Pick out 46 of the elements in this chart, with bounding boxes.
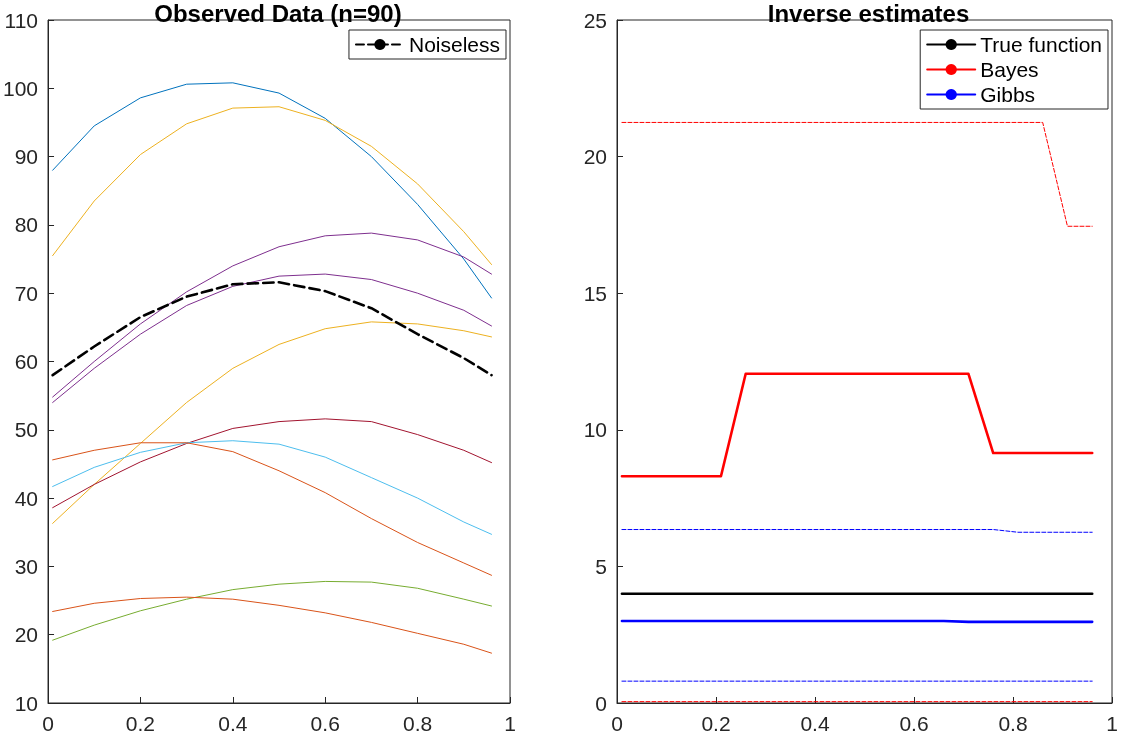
x-tick-label: 1	[1106, 712, 1118, 735]
y-tick-label: 20	[583, 145, 607, 169]
x-tick-label: 0.2	[125, 712, 156, 735]
x-tick-label: 0.8	[403, 712, 433, 735]
legend-label: Bayes	[980, 58, 1039, 81]
y-tick-label: 100	[2, 76, 39, 100]
y-tick-label: 110	[4, 8, 39, 32]
line-series	[52, 442, 493, 576]
chart-title: Inverse estimates	[767, 0, 970, 27]
y-tick-label: 15	[583, 281, 607, 305]
line-series	[52, 82, 493, 299]
line-series	[52, 106, 493, 266]
line-series	[52, 321, 493, 524]
x-tick-label: 0.4	[218, 712, 248, 735]
y-tick-label: 40	[14, 486, 39, 510]
legend-label: Gibbs	[980, 83, 1036, 106]
y-tick-label: 10	[14, 691, 39, 715]
line-series	[52, 273, 493, 403]
line-series	[51, 280, 493, 377]
x-tick-label: 0.2	[701, 712, 731, 735]
x-tick-label: 0.6	[310, 712, 340, 735]
line-series	[52, 440, 493, 535]
chart-title: Observed Data (n=90)	[154, 0, 402, 27]
x-tick-label: 0.4	[800, 712, 830, 735]
y-tick-label: 70	[14, 281, 39, 305]
x-tick-label: 0	[42, 712, 54, 735]
y-tick-label: 5	[595, 554, 607, 578]
y-tick-label: 60	[14, 350, 39, 373]
y-tick-label: 80	[14, 213, 39, 237]
x-tick-label: 0.8	[998, 712, 1028, 735]
line-series	[52, 418, 493, 509]
y-tick-label: 0	[595, 691, 607, 715]
line-series	[52, 232, 493, 398]
y-tick-label: 10	[583, 418, 607, 442]
y-tick-label: 90	[14, 145, 39, 169]
line-series	[52, 596, 493, 654]
y-tick-label: 30	[14, 554, 39, 578]
y-tick-label: 20	[14, 623, 39, 647]
y-tick-label: 50	[14, 418, 39, 442]
x-tick-label: 0.6	[899, 712, 929, 735]
x-tick-label: 1	[504, 712, 516, 735]
legend-label: True function	[980, 33, 1103, 56]
x-tick-label: 0	[611, 712, 623, 735]
y-tick-label: 25	[583, 8, 607, 32]
line-series	[52, 580, 493, 641]
legend-label: Noiseless	[408, 33, 501, 56]
